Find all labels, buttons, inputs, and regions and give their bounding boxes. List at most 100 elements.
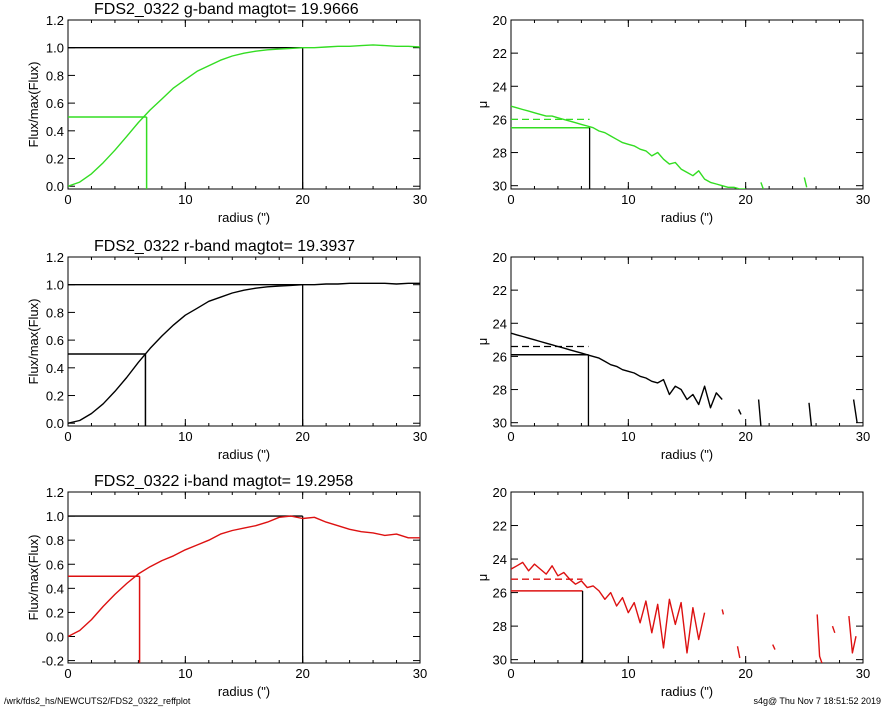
- x-tick-label: 20: [738, 666, 752, 681]
- x-tick-label: 30: [856, 666, 870, 681]
- y-axis-label: μ: [475, 574, 490, 582]
- plot-frame: [510, 19, 864, 190]
- x-tick-label: 10: [621, 429, 635, 444]
- x-tick-label: 0: [64, 192, 71, 207]
- x-tick-label: 30: [413, 666, 427, 681]
- plot-area: [511, 561, 857, 663]
- profile-series-1: [68, 44, 420, 187]
- y-tick-label: -0.2: [42, 654, 64, 669]
- profile-series-1: [68, 282, 420, 424]
- profile-series-4: [772, 644, 776, 650]
- panel-3: 0 10 20 30 0.0 0.2 0.4 0.6 0.8 1.0 1.2 radius (") Fl…: [26, 238, 427, 462]
- x-tick-label: 20: [295, 192, 309, 207]
- y-tick-label: 22: [493, 519, 507, 534]
- y-tick-label: 0.6: [46, 96, 64, 111]
- x-tick-label: 20: [738, 192, 752, 207]
- x-tick-label: 10: [621, 192, 635, 207]
- y-tick-label: 0.2: [46, 605, 64, 620]
- x-tick-label: 10: [178, 192, 192, 207]
- x-tick-label: 10: [178, 666, 192, 681]
- x-axis-label: radius ("): [661, 210, 713, 225]
- y-tick-label: 1.2: [46, 250, 64, 265]
- y-tick-label: 24: [493, 316, 507, 331]
- panel-2: 0 10 20 30 20 22 24 26 28 30 radius (") μ: [475, 13, 870, 225]
- x-tick-label: 0: [64, 429, 71, 444]
- plot-area: [68, 44, 420, 189]
- profile-series-2: [760, 182, 764, 189]
- x-tick-label: 20: [738, 429, 752, 444]
- profile-series-3: [736, 646, 741, 659]
- y-tick-label: 1.0: [46, 509, 64, 524]
- y-tick-label: 24: [493, 552, 507, 567]
- y-tick-label: 20: [493, 250, 507, 265]
- y-tick-label: 28: [493, 383, 507, 398]
- profile-series-4: [808, 402, 813, 426]
- panel-6: 0 10 20 30 20 22 24 26 28 30 radius (") μ: [475, 485, 870, 699]
- y-tick-label: 20: [493, 485, 507, 500]
- profile-series-7: [848, 616, 857, 654]
- plot-area: [511, 332, 858, 426]
- y-tick-label: 30: [493, 653, 507, 668]
- profile-series-6: [831, 625, 836, 634]
- profile-series-2: [737, 409, 742, 415]
- panel-5: 0 10 20 30 -0.2 0.0 0.2 0.4 0.6 0.8 1.0 1.2 radius (…: [26, 473, 427, 699]
- y-axis-label: μ: [475, 338, 490, 346]
- y-tick-label: 0.4: [46, 581, 64, 596]
- profile-series-5: [816, 614, 823, 663]
- x-axis-label: radius ("): [218, 447, 270, 462]
- y-tick-label: 1.2: [46, 485, 64, 500]
- y-axis-label: Flux/max(Flux): [26, 62, 41, 148]
- x-tick-label: 30: [856, 192, 870, 207]
- x-tick-label: 20: [295, 429, 309, 444]
- panel-title: FDS2_0322 i-band magtot= 19.2958: [94, 473, 353, 490]
- profile-series-5: [852, 399, 858, 423]
- y-tick-label: 0.6: [46, 333, 64, 348]
- y-axis-label: Flux/max(Flux): [26, 535, 41, 621]
- y-tick-label: 24: [493, 79, 507, 94]
- plot-frame: [67, 491, 421, 664]
- plot-area: [511, 105, 808, 189]
- panel-title: FDS2_0322 r-band magtot= 19.3937: [94, 238, 355, 255]
- x-tick-label: 30: [413, 192, 427, 207]
- x-tick-label: 0: [507, 192, 514, 207]
- x-axis-label: radius ("): [218, 684, 270, 699]
- profile-series-1: [511, 105, 746, 189]
- plot-frame: [67, 256, 421, 427]
- x-tick-label: 20: [295, 666, 309, 681]
- y-tick-label: 0.2: [46, 389, 64, 404]
- y-tick-label: 0.0: [46, 630, 64, 645]
- y-tick-label: 28: [493, 619, 507, 634]
- x-tick-label: 0: [507, 429, 514, 444]
- y-tick-label: 28: [493, 146, 507, 161]
- profile-series-1: [511, 561, 706, 654]
- x-tick-label: 10: [621, 666, 635, 681]
- plot-frame: [510, 491, 864, 664]
- y-tick-label: 20: [493, 13, 507, 28]
- y-tick-label: 0.0: [46, 416, 64, 431]
- plot-frame: [510, 256, 864, 427]
- x-tick-label: 30: [856, 429, 870, 444]
- y-tick-label: 30: [493, 179, 507, 194]
- x-axis-label: radius ("): [218, 210, 270, 225]
- x-axis-label: radius ("): [661, 684, 713, 699]
- x-tick-label: 30: [413, 429, 427, 444]
- profile-series-3: [803, 177, 808, 188]
- y-axis-label: μ: [475, 101, 490, 109]
- y-tick-label: 30: [493, 416, 507, 431]
- y-tick-label: 0.4: [46, 124, 64, 139]
- profile-series-2: [721, 609, 725, 615]
- y-tick-label: 1.2: [46, 13, 64, 28]
- plot-area: [68, 282, 420, 426]
- y-tick-label: 22: [493, 46, 507, 61]
- y-tick-label: 1.0: [46, 278, 64, 293]
- panel-title: FDS2_0322 g-band magtot= 19.9666: [94, 1, 359, 18]
- plot-frame: [67, 19, 421, 190]
- y-axis-label: Flux/max(Flux): [26, 299, 41, 385]
- y-tick-label: 0.8: [46, 305, 64, 320]
- profile-series-1: [68, 515, 420, 638]
- y-tick-label: 0.4: [46, 361, 64, 376]
- panel-4: 0 10 20 30 20 22 24 26 28 30 radius (") μ: [475, 250, 870, 462]
- panel-1: 0 10 20 30 0.0 0.2 0.4 0.6 0.8 1.0 1.2 radius (") Fl…: [26, 1, 427, 225]
- profile-series-3: [757, 399, 762, 426]
